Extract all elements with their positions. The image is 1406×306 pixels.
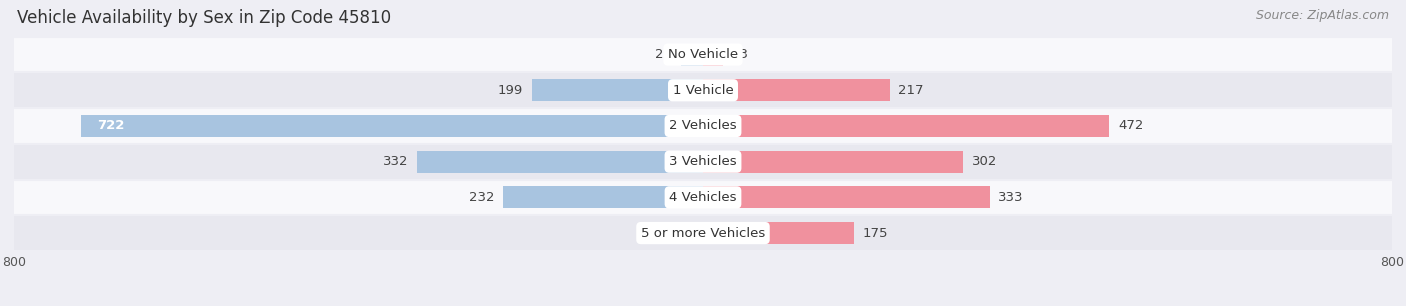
Bar: [703, 151, 963, 173]
Text: Source: ZipAtlas.com: Source: ZipAtlas.com: [1256, 9, 1389, 22]
Text: 38: 38: [645, 226, 662, 240]
Text: 175: 175: [862, 226, 887, 240]
Bar: [418, 151, 703, 173]
Bar: [703, 43, 723, 66]
Text: 3 Vehicles: 3 Vehicles: [669, 155, 737, 168]
Text: Vehicle Availability by Sex in Zip Code 45810: Vehicle Availability by Sex in Zip Code …: [17, 9, 391, 27]
Bar: [14, 37, 1392, 73]
Text: 5 or more Vehicles: 5 or more Vehicles: [641, 226, 765, 240]
Bar: [703, 222, 853, 244]
Text: 302: 302: [972, 155, 997, 168]
Text: No Vehicle: No Vehicle: [668, 48, 738, 61]
Bar: [703, 79, 890, 101]
Text: 23: 23: [731, 48, 748, 61]
Bar: [82, 115, 703, 137]
Bar: [14, 144, 1392, 180]
Text: 1 Vehicle: 1 Vehicle: [672, 84, 734, 97]
Bar: [14, 180, 1392, 215]
Bar: [14, 108, 1392, 144]
Bar: [671, 222, 703, 244]
Bar: [14, 215, 1392, 251]
Text: 199: 199: [498, 84, 523, 97]
Bar: [14, 73, 1392, 108]
Text: 722: 722: [97, 119, 124, 132]
Text: 26: 26: [655, 48, 672, 61]
Bar: [703, 186, 990, 208]
Bar: [531, 79, 703, 101]
Text: 2 Vehicles: 2 Vehicles: [669, 119, 737, 132]
Text: 332: 332: [382, 155, 409, 168]
Text: 472: 472: [1118, 119, 1143, 132]
Bar: [503, 186, 703, 208]
Text: 232: 232: [470, 191, 495, 204]
Text: 333: 333: [998, 191, 1024, 204]
Text: 217: 217: [898, 84, 924, 97]
Bar: [681, 43, 703, 66]
Bar: [703, 115, 1109, 137]
Text: 4 Vehicles: 4 Vehicles: [669, 191, 737, 204]
